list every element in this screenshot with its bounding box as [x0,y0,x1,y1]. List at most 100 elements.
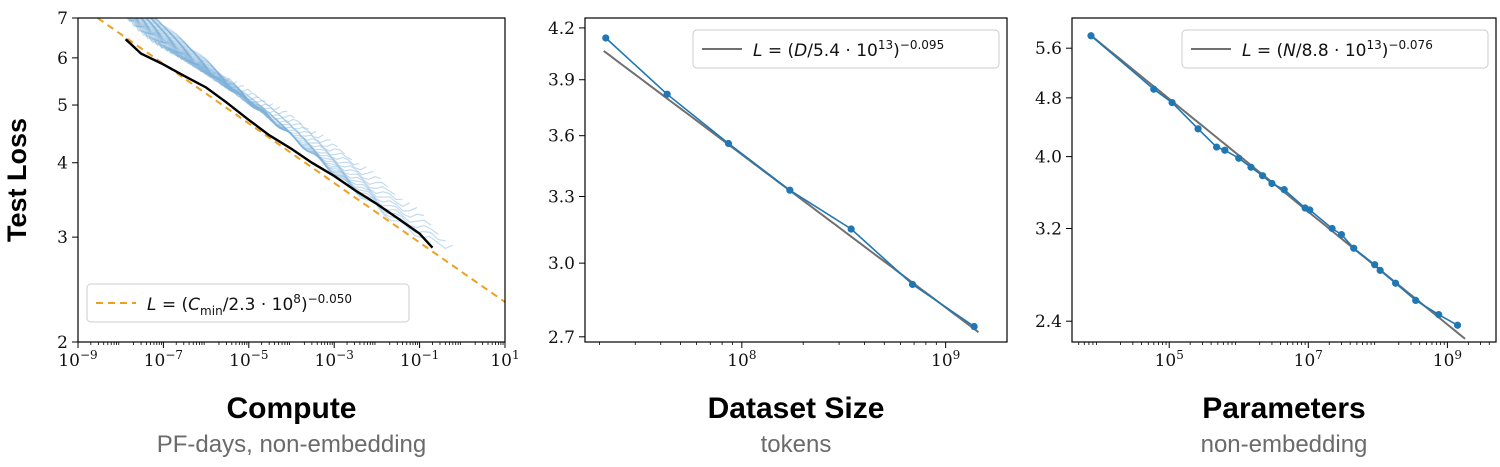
legend-label: L = (N/8.8 · 1013)−0.076 [1242,38,1433,61]
training-curve [127,18,180,56]
training-curve [154,18,454,250]
plot-frame [584,17,1008,343]
training-curve [129,18,202,66]
training-curve [145,18,367,171]
compute-frontier-line [124,38,434,249]
data-point [970,322,978,331]
training-curve [140,18,317,135]
y-tick-label: 2.7 [548,328,575,348]
compute-panel: 10−9 10−7 10−5 10−3 10−1 101 2 3 4 5 6 7 L = (Cmin/2… [2,9,520,458]
y-tick-label: 3.6 [548,127,575,147]
training-curve [145,18,346,155]
training-curve [133,18,231,82]
data-point [1235,154,1243,162]
data-point [1350,244,1358,252]
data-point [1376,266,1384,274]
training-curve [145,18,374,176]
data-point [908,280,917,289]
training-curve [135,18,266,102]
x-tick-label: 10−3 [315,348,354,371]
data-series-line [605,37,975,328]
training-curve [140,18,309,130]
legend: L = (Cmin/2.3 · 108)−0.050 [86,283,410,323]
y-tick-label: 2.4 [1035,312,1062,332]
data-series-line [1090,35,1458,326]
data-point [1221,146,1229,154]
data-point [786,186,794,194]
training-curve [135,18,245,89]
training-curve [140,18,302,125]
data-point [1194,125,1202,133]
y-tick-label: 3 [57,228,68,248]
training-curve [135,18,259,99]
y-tick-label: 3.2 [1035,220,1062,240]
training-curve [145,18,353,161]
legend-label: L = (Cmin/2.3 · 108)−0.050 [147,292,352,318]
training-curve [150,18,396,196]
training-curve [135,18,274,107]
y-tick-label: 5.6 [1035,39,1062,59]
training-curve [147,18,381,181]
x-axis-subtitle: non-embedding [1201,431,1368,458]
training-curve [149,18,410,207]
training-curve [140,18,324,139]
data-point [1371,261,1379,269]
data-point [1453,321,1462,329]
x-tick-label: 107 [1294,348,1323,371]
dataset-size-panel: 108 109 2.7 3.0 3.3 3.6 3.9 4.2 L = (D/5.4 · 101… [548,17,1008,458]
data-point [1337,231,1346,239]
data-point [663,90,671,98]
training-curve [144,18,338,148]
training-curve [149,18,389,188]
training-curve [128,18,194,63]
legend-box [1181,29,1489,69]
data-point [1087,32,1095,40]
x-axis-title: Parameters [1202,392,1365,425]
plot-area [602,34,980,333]
training-curve [135,18,252,93]
data-point [1212,143,1221,151]
y-tick-label: 4 [57,154,68,174]
y-tick-label: 3.0 [548,254,575,274]
training-curve [131,18,223,78]
y-tick-label: 4.8 [1035,89,1062,109]
x-tick-label: 108 [727,348,756,371]
training-curve [154,18,446,242]
data-point [1412,296,1420,305]
plot-frame [1071,17,1497,343]
training-curve [127,18,173,52]
plot-area [95,18,505,303]
data-point [1328,224,1336,233]
x-tick-label: 101 [490,348,519,371]
legend-label: L = (D/5.4 · 1013)−0.095 [753,38,944,61]
plot-area [1087,32,1466,340]
training-curve [140,18,295,119]
data-point [1392,279,1400,287]
y-axis-title: Test Loss [2,118,32,242]
data-point [602,34,610,42]
data-point [1435,310,1443,319]
x-tick-label: 105 [1155,348,1184,371]
training-curve [149,18,418,212]
x-axis-title: Compute [227,392,357,425]
x-axis-title: Dataset Size [708,392,885,425]
y-tick-label: 5 [57,96,68,116]
y-tick-label: 4.0 [1035,148,1062,168]
y-tick-label: 3.3 [548,188,575,208]
training-curve [128,18,187,59]
data-point [1247,163,1255,171]
parameters-panel: 105 107 109 2.4 3.2 4.0 4.8 5.6 L = (N/8.8 · 101… [1035,17,1497,458]
y-tick-label: 4.2 [548,19,575,39]
x-tick-label: 10−7 [144,348,183,371]
legend: L = (N/8.8 · 1013)−0.076 [1181,29,1489,69]
x-tick-label: 109 [1433,348,1462,371]
legend: L = (D/5.4 · 1013)−0.095 [692,29,1000,69]
training-curve [134,18,238,86]
y-tick-label: 2 [57,333,68,353]
legend-box [86,283,410,323]
x-axis-subtitle: PF-days, non-embedding [157,431,426,458]
data-point [724,139,733,148]
x-tick-label: 109 [931,348,960,371]
data-point [1280,186,1288,194]
